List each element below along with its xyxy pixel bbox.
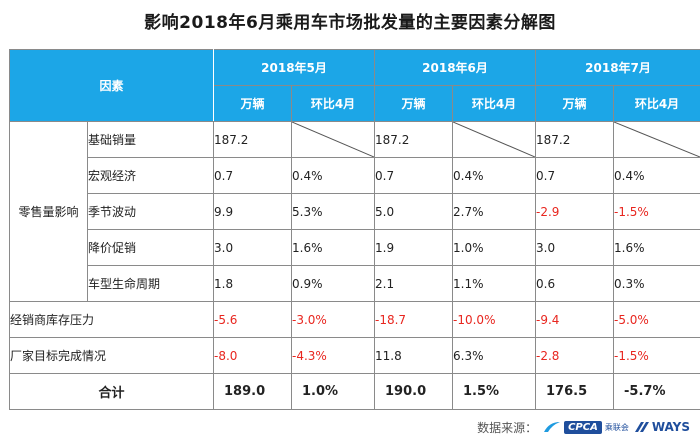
cpca-sub-text: 乘联会 [604,422,629,432]
value-cell: 0.4% [452,157,537,194]
row-label: 厂家目标完成情况 [8,337,215,374]
table-row: 零售量影响 基础销量 187.2 187.2 187.2 [9,121,700,302]
value-cell: 0.7 [374,157,454,194]
header-row-units: 万辆 环比4月 万辆 环比4月 万辆 环比4月 [10,85,700,122]
value-cell: -18.7 [374,301,454,338]
value-cell: 11.8 [374,337,454,374]
value-cell: 9.9 [213,193,293,230]
value-cell: -2.8 [535,337,615,374]
value-cell: 1.8 [213,265,293,302]
value-cell: 0.7 [535,157,615,194]
total-value-cell: 176.5 [535,373,615,410]
value-cell: -5.6 [213,301,293,338]
value-cell: 187.2 [374,121,454,158]
value-cell: -3.0% [291,301,376,338]
row-label: 车型生命周期 [86,265,215,302]
value-cell: -2.9 [535,193,615,230]
factor-table: 因素 2018年5月 2018年6月 2018年7月 万辆 环比4月 万辆 环比… [8,49,700,410]
value-cell: 5.0 [374,193,454,230]
page-title: 影响2018年6月乘用车市场批发量的主要因素分解图 [144,13,556,33]
value-cell: 1.0% [452,229,537,266]
mom-header: 环比4月 [613,85,700,122]
value-cell: 0.7 [213,157,293,194]
value-cell: -1.5% [613,193,700,230]
unit-header: 万辆 [535,85,615,122]
mom-header: 环比4月 [452,85,537,122]
table-row: 宏观经济 0.7 0.4% 0.7 0.4% 0.7 0.4% [10,157,700,194]
source-footer: 数据来源： CPCA 乘联会 WAYS [477,415,690,439]
total-value-cell: 1.0% [291,373,376,410]
factor-header: 因素 [8,49,215,122]
total-value-cell: -5.7% [613,373,700,410]
value-cell: 0.3% [613,265,700,302]
table-row: 厂家目标完成情况 -8.0 -4.3% 11.8 6.3% -2.8 -1.5% [8,337,700,374]
table-row: 降价促销 3.0 1.6% 1.9 1.0% 3.0 1.6% [10,229,700,266]
table-row: 经销商库存压力 -5.6 -3.0% -18.7 -10.0% -9.4 -5.… [8,301,700,338]
row-label: 降价促销 [86,229,215,266]
total-label: 合计 [8,373,215,410]
value-cell: 1.6% [291,229,376,266]
row-label: 宏观经济 [86,157,215,194]
empty-slash-cell [291,121,376,158]
cpca-logo-text: CPCA [564,420,602,434]
value-cell: 2.7% [452,193,537,230]
ways-logo-text: WAYS [651,420,690,434]
value-cell: 1.9 [374,229,454,266]
total-value-cell: 1.5% [452,373,537,410]
empty-slash-cell [613,121,700,158]
value-cell: 5.3% [291,193,376,230]
group-label-retail: 零售量影响 [9,121,88,302]
value-cell: -8.0 [213,337,293,374]
header-row-months: 因素 2018年5月 2018年6月 2018年7月 [8,49,700,122]
value-cell: -5.0% [613,301,700,338]
month-header-may: 2018年5月 [213,49,376,86]
row-label: 经销商库存压力 [8,301,215,338]
value-cell: 187.2 [535,121,615,158]
ways-logo: WAYS [634,420,690,434]
value-cell: 0.4% [291,157,376,194]
value-cell: -10.0% [452,301,537,338]
mom-header: 环比4月 [291,85,376,122]
table-row: 车型生命周期 1.8 0.9% 2.1 1.1% 0.6 0.3% [10,265,700,302]
cpca-logo: CPCA 乘联会 [543,420,629,434]
month-header-july: 2018年7月 [535,49,700,86]
empty-slash-cell [452,121,537,158]
unit-header: 万辆 [213,85,293,122]
value-cell: 3.0 [535,229,615,266]
value-cell: -4.3% [291,337,376,374]
swoosh-icon [544,422,561,432]
month-header-june: 2018年6月 [374,49,537,86]
table-row: 季节波动 9.9 5.3% 5.0 2.7% -2.9 -1.5% [10,193,700,230]
value-cell: -1.5% [613,337,700,374]
unit-header: 万辆 [374,85,454,122]
value-cell: 187.2 [213,121,293,158]
value-cell: 0.6 [535,265,615,302]
value-cell: 1.6% [613,229,700,266]
ways-chevron-icon [634,422,649,432]
value-cell: 0.9% [291,265,376,302]
row-label: 基础销量 [86,121,215,158]
row-label: 季节波动 [86,193,215,230]
total-value-cell: 189.0 [213,373,293,410]
value-cell: 6.3% [452,337,537,374]
total-value-cell: 190.0 [374,373,454,410]
total-row: 合计 189.0 1.0% 190.0 1.5% 176.5 -5.7% [8,373,700,410]
value-cell: -9.4 [535,301,615,338]
value-cell: 3.0 [213,229,293,266]
value-cell: 2.1 [374,265,454,302]
value-cell: 0.4% [613,157,700,194]
source-label: 数据来源： [477,420,538,435]
value-cell: 1.1% [452,265,537,302]
